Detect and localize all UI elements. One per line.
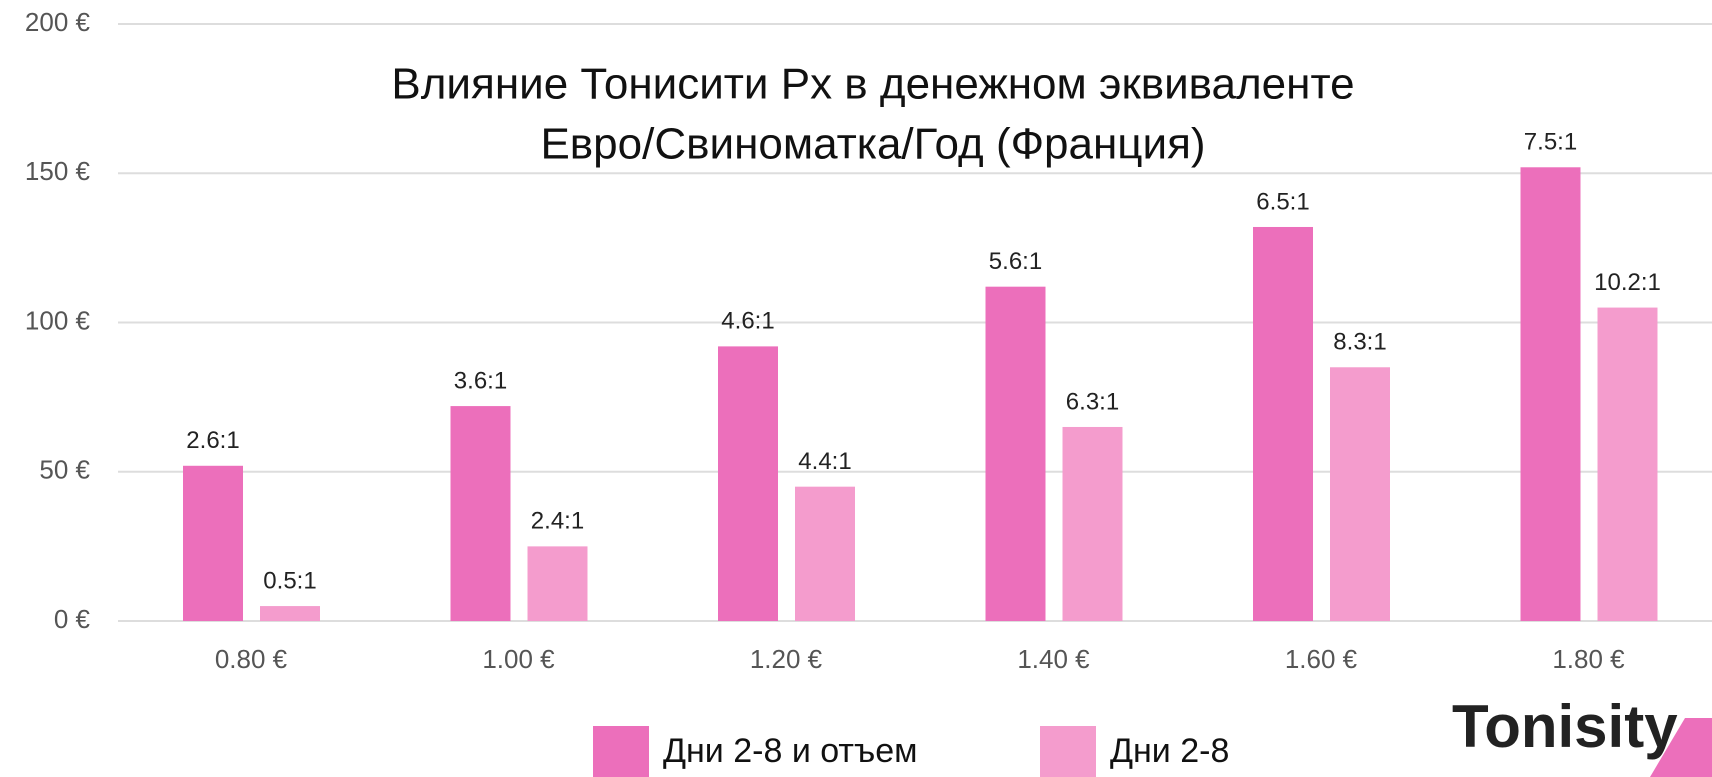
data-label: 6.5:1 (1256, 188, 1309, 215)
bar (985, 286, 1046, 621)
y-tick-label: 200 € (25, 7, 91, 37)
data-label: 8.3:1 (1333, 329, 1386, 356)
bar (1062, 426, 1123, 621)
legend-label: Дни 2-8 и отъем (663, 732, 918, 770)
y-tick-label: 0 € (54, 604, 91, 634)
logo-stripe (1650, 718, 1712, 777)
data-label: 2.4:1 (531, 508, 584, 535)
data-label: 6.3:1 (1066, 388, 1119, 415)
data-label: 3.6:1 (454, 367, 507, 394)
data-label: 0.5:1 (263, 567, 316, 594)
bar (1520, 167, 1581, 621)
logo: Tonisity (1452, 693, 1678, 760)
y-tick-label: 100 € (25, 305, 91, 335)
bar (718, 346, 778, 621)
bar (1597, 307, 1658, 621)
data-label: 2.6:1 (186, 427, 239, 454)
x-tick-label: 1.40 € (1017, 644, 1090, 674)
x-tick-label: 1.20 € (750, 644, 823, 674)
bar (527, 546, 588, 621)
x-tick-label: 1.80 € (1552, 644, 1625, 674)
data-label: 10.2:1 (1594, 269, 1661, 296)
legend-label: Дни 2-8 (1110, 732, 1229, 770)
legend-swatch (1040, 726, 1096, 777)
legend-swatch (593, 726, 649, 777)
data-label: 4.4:1 (798, 448, 851, 475)
data-label: 4.6:1 (721, 308, 774, 335)
y-tick-label: 50 € (39, 455, 90, 485)
bar (795, 486, 855, 621)
data-label: 7.5:1 (1524, 129, 1577, 156)
bar (260, 606, 320, 621)
chart-title: Влияние Тонисити Px в денежном эквивален… (391, 60, 1354, 109)
chart-title: Евро/Свиноматка/Год (Франция) (540, 120, 1205, 169)
x-tick-label: 1.60 € (1285, 644, 1358, 674)
y-tick-label: 150 € (25, 156, 91, 186)
x-tick-label: 1.00 € (482, 644, 555, 674)
data-label: 5.6:1 (989, 248, 1042, 275)
bar (1253, 226, 1313, 622)
bar (450, 406, 511, 621)
bar (183, 465, 243, 621)
bar (1330, 367, 1390, 621)
x-tick-label: 0.80 € (215, 644, 288, 674)
